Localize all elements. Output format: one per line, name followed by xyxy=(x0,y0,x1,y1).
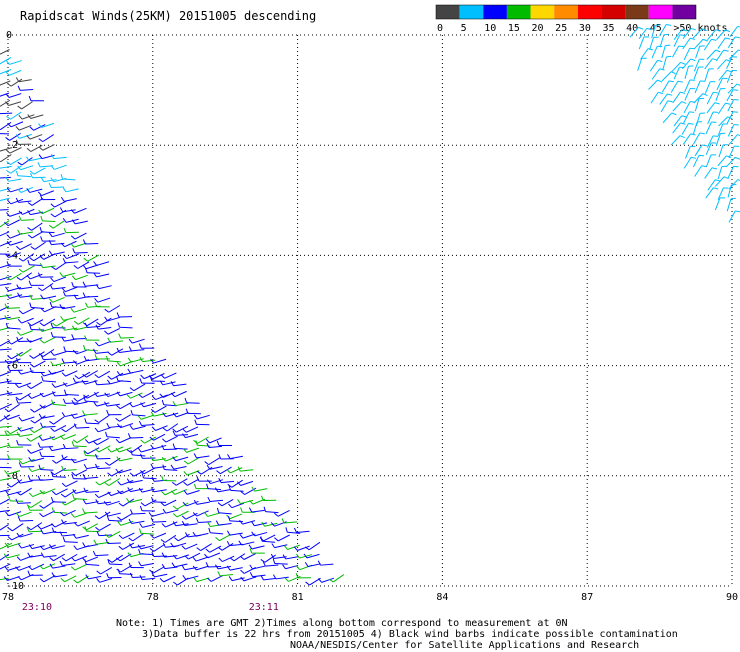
time-label: 23:11 xyxy=(249,602,279,613)
x-tick-label: 87 xyxy=(581,592,593,603)
time-label: 23:10 xyxy=(22,602,52,613)
wind-barbs xyxy=(630,25,740,223)
x-tick-label: 84 xyxy=(436,592,448,603)
wind-barbs xyxy=(0,49,344,585)
x-tick-label: 78 xyxy=(147,592,159,603)
x-tick-label: 90 xyxy=(726,592,738,603)
grid xyxy=(8,35,732,586)
x-tick-label: 81 xyxy=(292,592,304,603)
note-line-3: NOAA/NESDIS/Center for Satellite Applica… xyxy=(290,640,639,652)
y-tick-label: 0 xyxy=(6,30,12,41)
y-tick-label: -10 xyxy=(6,581,24,592)
x-tick-label: 78 xyxy=(2,592,14,603)
